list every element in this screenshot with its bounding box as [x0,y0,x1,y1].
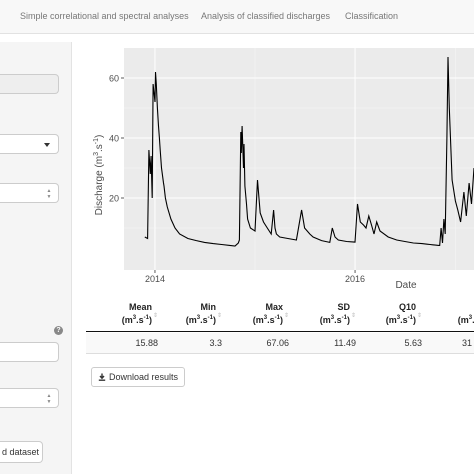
header-sd[interactable]: SD (m3.s-1) ⇕ [289,300,356,332]
header-sd-text: SD (m3.s-1) [319,302,350,325]
x-axis-label: Date [395,280,417,291]
help-icon[interactable]: ? [54,326,63,335]
header-mean-text: Mean (m3.s-1) [121,302,152,325]
header-max[interactable]: Max (m3.s-1) ⇕ [222,300,289,332]
cell-qs: 31 [461,338,472,348]
discharge-series-line [144,56,474,247]
top-navbar: Simple correlational and spectral analys… [0,0,474,34]
sidebar-text-input[interactable] [0,342,59,362]
download-results-button[interactable]: Download results [91,367,185,387]
cell-mean: 15.88 [135,338,158,348]
y-tick-label: 40 [109,134,119,144]
discharge-plot: 20 40 60 2014 2016 Date Discharge (m3.s-1) [86,40,474,300]
sidebar-number-input-1[interactable]: ▲ ▼ [0,183,59,203]
x-tick-label: 2016 [345,274,365,284]
cell-sd: 11.49 [334,338,356,348]
y-axis-label-sep: .s [94,144,105,152]
y-axis-label-close: ) [94,135,105,138]
header-q10[interactable]: Q10 (m3.s-1) ⇕ [356,300,422,332]
header-min[interactable]: Min (m3.s-1) ⇕ [158,300,222,332]
header-max-text: Max (m3.s-1) [252,302,283,325]
x-tick-label: 2014 [145,274,165,284]
header-min-text: Min (m3.s-1) [185,302,216,325]
sidebar-panel: ▲ ▼ ? ▲ ▼ [0,42,72,474]
tab-classification[interactable]: Classification [345,11,399,21]
sidebar-readonly-field [0,74,59,94]
cell-min: 3.3 [209,338,222,348]
sidebar-select[interactable] [0,134,59,154]
tab-correlational-spectral[interactable]: Simple correlational and spectral analys… [20,11,189,21]
header-qs[interactable]: QS(m3.s-1) [422,300,474,332]
header-q10-text: Q10 (m3.s-1) [385,302,416,325]
cell-q10: 5.63 [404,338,422,348]
download-dataset-button[interactable]: d dataset [0,441,43,463]
header-mean[interactable]: Mean (m3.s-1) ⇕ [86,300,158,332]
spinner-arrows-icon[interactable]: ▲ ▼ [46,393,52,405]
sort-icon[interactable]: ⇕ [416,313,422,319]
table-row: 15.88 3.3 67.06 11.49 5.63 31 [86,333,474,354]
tab-classified-discharges[interactable]: Analysis of classified discharges [201,11,331,21]
download-icon [98,373,106,381]
sort-icon[interactable]: ⇕ [152,313,158,319]
statistics-header: Mean (m3.s-1) ⇕ Min (m3.s-1) ⇕ Max (m3.s-1)… [86,300,474,332]
y-axis-label-sup-3: 3 [93,152,100,156]
spinner-arrows-icon[interactable]: ▲ ▼ [46,188,52,200]
cell-max: 67.06 [266,338,289,348]
sidebar-number-input-2[interactable]: ▲ ▼ [0,388,59,408]
sort-icon[interactable]: ⇕ [216,313,222,319]
sort-icon[interactable]: ⇕ [350,313,356,319]
download-results-label: Download results [109,372,179,382]
plot-panel [124,48,474,270]
y-tick-label: 20 [109,194,119,204]
y-axis-label: Discharge (m3.s-1) [93,135,105,216]
y-axis-label-sup-neg1: -1 [93,138,100,144]
header-qs-text: QS(m3.s-1) [457,315,474,325]
discharge-chart-svg: 20 40 60 2014 2016 Date Discharge (m3.s-1) [93,48,474,291]
y-tick-label: 60 [109,74,119,84]
plot-axes: 20 40 60 2014 2016 [109,74,365,285]
caret-down-icon [44,143,50,147]
y-axis-label-text: Discharge (m [94,156,105,215]
sort-icon[interactable]: ⇕ [283,313,289,319]
